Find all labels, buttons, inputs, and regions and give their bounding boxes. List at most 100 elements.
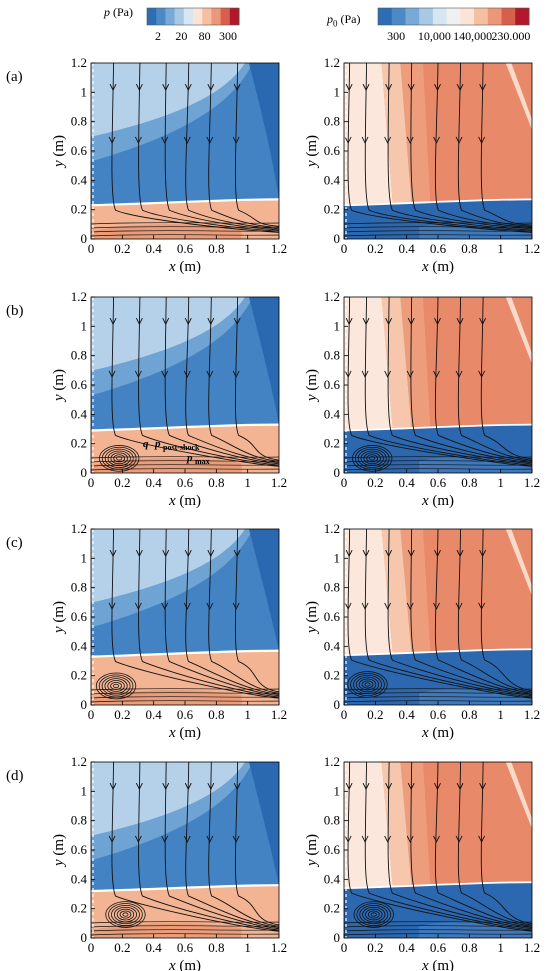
x-tick-label: 1.2 — [524, 475, 540, 490]
streamline-arrow — [134, 370, 142, 378]
streamline — [111, 297, 279, 467]
streamline — [344, 234, 532, 237]
vortex-ring — [356, 903, 392, 926]
annotation-post-shock: post-shock — [163, 443, 200, 452]
streamline-arrow — [385, 83, 393, 92]
contour-band — [91, 63, 253, 162]
contour-band — [505, 297, 532, 364]
vortex-ring — [113, 906, 138, 923]
colorbar-tick-label: 300 — [218, 29, 237, 43]
y-tick-label: 1.2 — [324, 754, 340, 769]
x-tick-label: 0 — [88, 707, 95, 722]
annotation-p-post: p — [154, 438, 161, 450]
contour-band — [248, 529, 279, 651]
streamline — [344, 460, 532, 463]
x-tick-label: 0.4 — [399, 475, 416, 490]
streamline-arrow — [184, 83, 192, 92]
x-tick-label: 0.4 — [146, 241, 163, 256]
y-axis-label: y (m) — [304, 135, 320, 169]
streamline-arrow — [385, 549, 393, 558]
streamline-arrow — [407, 317, 415, 326]
vortex-ring — [369, 456, 376, 461]
streamline-arrow — [384, 835, 392, 843]
shock-line — [344, 648, 532, 657]
x-axis-label: x (m) — [168, 259, 201, 275]
streamline-arrow — [207, 549, 215, 558]
streamline-arrow — [385, 317, 393, 326]
x-tick-label: 0.6 — [430, 707, 447, 722]
contour-band — [505, 63, 532, 130]
x-tick-label: 1 — [244, 940, 251, 955]
streamline-arrow — [233, 83, 241, 92]
streamline — [91, 234, 279, 237]
streamline — [364, 529, 532, 698]
streamline-arrow — [456, 317, 464, 326]
streamline-arrow — [183, 370, 191, 378]
vortex-ring — [365, 908, 383, 921]
vortex-ring — [122, 912, 129, 917]
x-tick-label: 1.2 — [524, 940, 540, 955]
vortex-ring — [355, 676, 380, 693]
streamline-arrow — [433, 835, 440, 843]
annotation-max: max — [195, 457, 210, 466]
x-tick-label: 0 — [341, 475, 348, 490]
contour-band — [381, 529, 412, 656]
x-tick-label: 0.4 — [146, 475, 163, 490]
streamline — [480, 529, 532, 692]
y-axis-label: y (m) — [51, 135, 67, 169]
streamline — [434, 63, 532, 229]
vortex-ring — [354, 446, 390, 470]
y-axis-label: y (m) — [304, 834, 320, 868]
y-tick-label: 0.4 — [71, 406, 88, 421]
streamline-arrow — [407, 83, 415, 92]
contour-band — [91, 762, 253, 861]
y-tick-label: 1.2 — [324, 55, 340, 70]
colorbar-swatch — [501, 8, 516, 25]
streamline-arrow — [345, 782, 353, 791]
colorbar-swatch — [174, 8, 185, 25]
colorbar-swatch — [474, 8, 489, 25]
streamline-arrow — [108, 136, 116, 144]
vortex-ring — [113, 683, 120, 689]
y-tick-label: 0 — [334, 697, 341, 712]
streamline-arrow — [108, 370, 116, 378]
y-tick-label: 0.2 — [71, 202, 87, 217]
y-tick-label: 1.2 — [324, 521, 340, 536]
streamline-arrow — [456, 83, 464, 92]
streamline-arrow — [206, 835, 214, 843]
vortex-ring — [353, 674, 382, 695]
x-tick-label: 1.2 — [271, 475, 287, 490]
streamline — [185, 63, 279, 230]
y-tick-label: 0.6 — [71, 143, 88, 158]
streamline — [234, 529, 279, 693]
streamline — [344, 933, 532, 936]
streamline-arrow — [344, 835, 352, 843]
streamline — [91, 230, 279, 233]
streamline — [91, 929, 279, 932]
streamline-arrow — [344, 370, 352, 378]
colorbar-p0-subscript: 0 — [333, 18, 338, 29]
contour-band — [381, 762, 412, 889]
colorbar-p0-symbol: p — [327, 12, 333, 26]
contour-band — [505, 762, 532, 829]
streamline-arrow — [109, 83, 117, 92]
streamline — [480, 297, 532, 460]
contour-band — [505, 529, 532, 596]
x-tick-label: 0.2 — [367, 475, 383, 490]
streamline-arrow — [206, 136, 214, 144]
y-tick-label: 0.8 — [71, 580, 87, 595]
colorbar-swatch — [147, 8, 157, 25]
shock-line — [91, 423, 279, 432]
x-tick-label: 0.2 — [367, 940, 383, 955]
x-tick-label: 0.6 — [177, 940, 194, 955]
panel-p0-1: 0 0.2 0.4 0.6 0.8 1 1.2 0 0.2 0.4 0.6 0.8 1 1.2 x (m) y… — [304, 55, 540, 275]
y-tick-label: 0.2 — [71, 436, 87, 451]
streamline-arrow — [362, 549, 370, 558]
contour-band — [344, 762, 393, 889]
x-tick-label: 1.2 — [271, 707, 287, 722]
panel-p-4: 0 0.2 0.4 0.6 0.8 1 1.2 0 0.2 0.4 0.6 0.8 1 1.2 x (m) y… — [6, 754, 287, 971]
y-tick-label: 0.6 — [324, 609, 341, 624]
y-tick-label: 1.2 — [71, 55, 87, 70]
streamline — [208, 529, 279, 694]
y-tick-label: 0.8 — [324, 348, 340, 363]
